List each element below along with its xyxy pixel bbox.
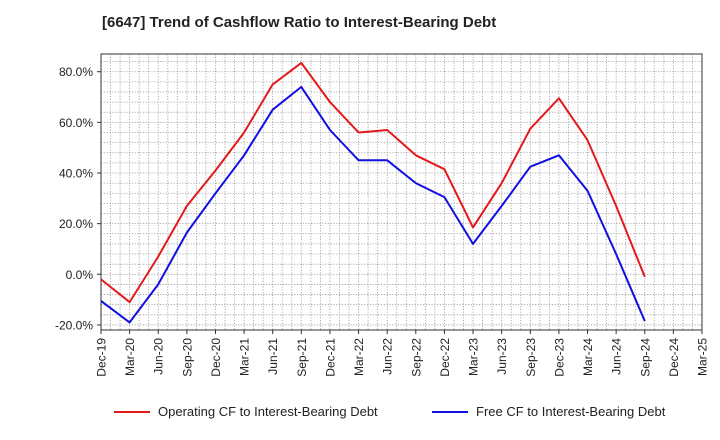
x-tick-label: Mar-23 [467,338,481,376]
chart-title: [6647] Trend of Cashflow Ratio to Intere… [102,14,497,31]
x-tick-label: Mar-25 [696,338,710,376]
legend-item-operating-cf: Operating CF to Interest-Bearing Debt [114,404,378,419]
x-tick-label: Mar-20 [123,338,137,376]
legend-label-operating-cf: Operating CF to Interest-Bearing Debt [158,404,378,419]
y-tick-label: 60.0% [59,116,93,130]
x-tick-label: Dec-24 [667,338,681,377]
line-chart: 80.0% 60.0% 40.0% 20.0% 0.0% -20.0%Dec-19 Mar-… [55,53,710,377]
x-tick-label: Dec-19 [95,338,109,377]
x-tick-label: Mar-22 [352,338,366,376]
legend-item-free-cf: Free CF to Interest-Bearing Debt [432,404,665,419]
x-tick-label: Sep-21 [295,338,309,377]
series-line-operating-cf [100,61,646,304]
y-tick-label: -20.0% [55,318,93,332]
legend-label-free-cf: Free CF to Interest-Bearing Debt [476,404,666,419]
plot-area [101,54,702,330]
x-tick-label: Jun-21 [266,338,280,375]
x-tick-label: Jun-22 [381,338,395,375]
x-tick-label: Dec-22 [438,338,452,377]
x-tick-label: Dec-20 [209,338,223,377]
series-line-free-cf [100,85,646,324]
x-tick-label: Dec-23 [552,338,566,377]
x-tick-label: Sep-24 [638,338,652,377]
x-tick-label: Jun-24 [610,338,624,375]
x-tick-label: Mar-21 [238,338,252,376]
legend-swatch-free-cf [432,410,468,413]
y-tick-label: 0.0% [66,268,94,282]
y-tick-label: 20.0% [59,217,93,231]
plot-frame [100,53,703,331]
x-tick-label: Sep-22 [409,338,423,377]
y-tick-label: 40.0% [59,167,93,181]
x-tick-label: Dec-21 [323,338,337,377]
legend: Operating CF to Interest-Bearing Debt Fr… [0,404,720,426]
x-tick-label: Jun-20 [152,338,166,375]
y-tick-label: 80.0% [59,65,93,79]
x-tick-label: Mar-24 [581,338,595,376]
x-tick-label: Sep-23 [524,338,538,377]
legend-swatch-operating-cf [114,410,150,413]
x-tick-label: Jun-23 [495,338,509,375]
x-tick-label: Sep-20 [180,338,194,377]
